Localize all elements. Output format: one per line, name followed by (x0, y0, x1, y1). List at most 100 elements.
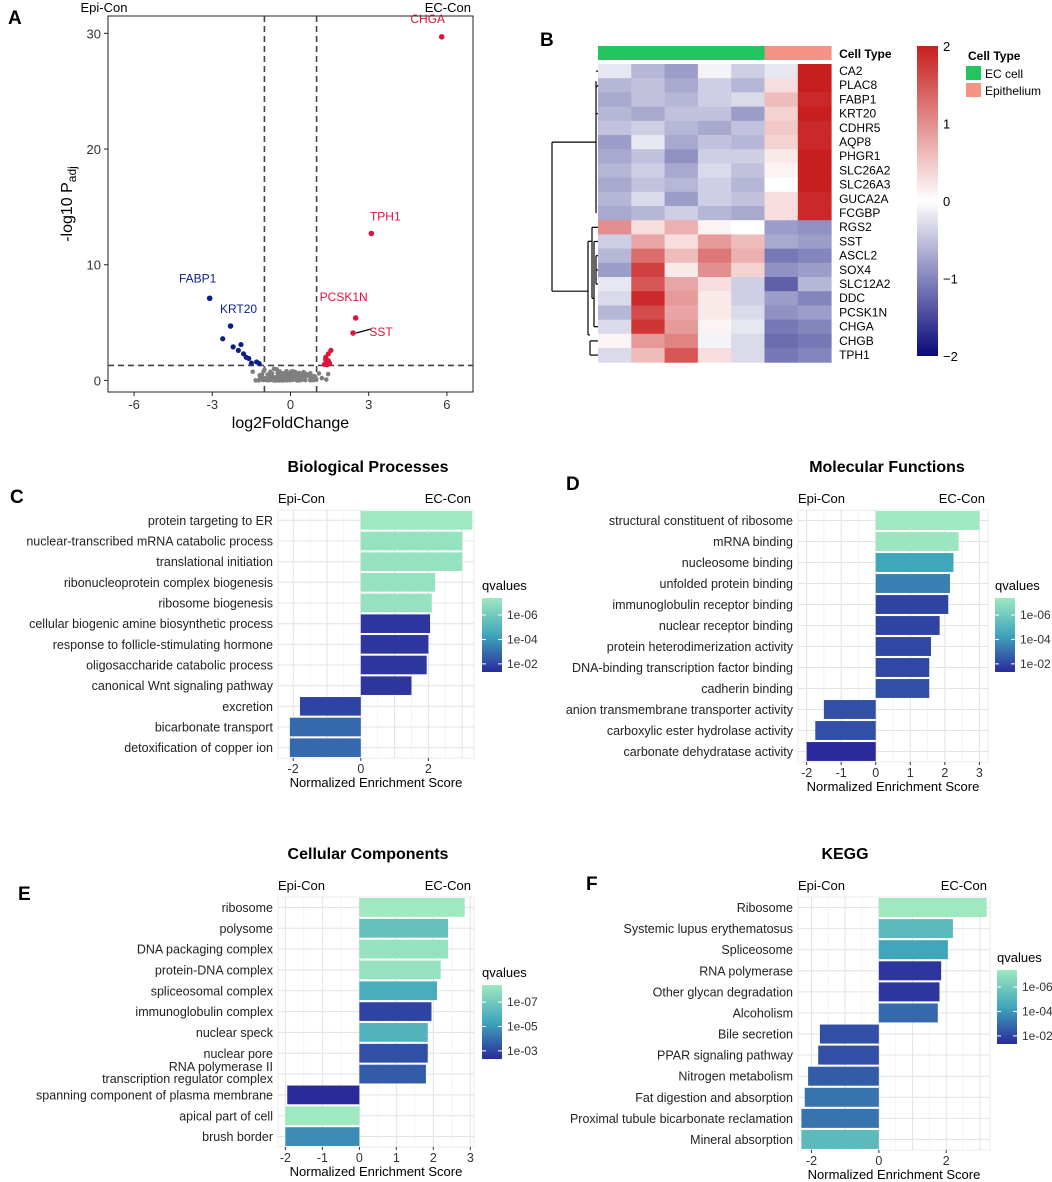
enrichment-bar (823, 700, 876, 719)
heatmap-cell (797, 348, 832, 363)
heatmap-cell (797, 135, 832, 150)
panel-label-f: F (586, 874, 598, 895)
legend-tick-label: 1e-02 (1022, 1029, 1052, 1043)
row-label: DDC (839, 291, 865, 305)
category-label: excretion (222, 700, 273, 714)
x-tick-label: 1 (907, 766, 914, 780)
plot-frame (107, 15, 474, 393)
heatmap-cell (731, 248, 765, 264)
heatmap-cell (697, 234, 732, 250)
group-label-left: Epi-Con (81, 0, 128, 15)
legend-tick-label: 1e-04 (1020, 632, 1051, 646)
category-label: Bile secretion (718, 1028, 793, 1042)
category-label: Other glycan degradation (653, 985, 793, 999)
heatmap-cell (697, 248, 732, 264)
heatmap-cell (797, 149, 832, 164)
row-label: CHGB (839, 334, 874, 348)
heatmap-cell (731, 120, 765, 136)
category-label: Mineral absorption (690, 1133, 793, 1147)
heatmap-cell (731, 305, 765, 321)
x-axis-label: Normalized Enrichment Score (290, 775, 463, 790)
category-label: RNA polymerase II transcription regulator… (102, 1060, 274, 1086)
enrichment-bar (878, 1003, 938, 1023)
x-tick-label: 0 (287, 397, 294, 412)
heatmap-cell (664, 319, 699, 335)
ns-point (311, 373, 317, 379)
heatmap-cell (598, 348, 632, 363)
down-point (220, 336, 226, 342)
category-label: spliceosomal complex (151, 984, 274, 998)
group-label-left: Epi-Con (798, 878, 845, 893)
legend-swatch-epithelium (966, 83, 981, 97)
heatmap-cell (598, 220, 632, 235)
heatmap-cell (631, 220, 666, 235)
qvalue-gradient-bar (995, 598, 1015, 672)
heatmap-cell (664, 234, 699, 250)
group-label-right: EC-Con (425, 878, 471, 893)
heatmap-cell (631, 262, 666, 278)
row-label: SOX4 (839, 263, 871, 277)
row-label: SLC26A3 (839, 178, 891, 192)
heatmap-cell (664, 120, 699, 136)
plot-background (277, 896, 475, 1148)
legend-tick-label: 1e-05 (507, 1019, 538, 1033)
heatmap-cell (764, 248, 799, 264)
legend-title: Cell Type (968, 49, 1021, 63)
category-label: RNA polymerase (699, 964, 793, 978)
row-label: KRT20 (839, 107, 876, 121)
heatmap-cell (731, 78, 765, 93)
heatmap-cell (764, 163, 799, 179)
category-label: mRNA binding (713, 535, 793, 549)
heatmap-cell (598, 177, 632, 193)
heatmap-cell (631, 92, 666, 108)
category-label: DNA-binding transcription factor binding (572, 661, 793, 675)
heatmap-cell (731, 277, 765, 292)
heatmap-cell (598, 163, 632, 179)
heatmap-cell (764, 106, 799, 122)
category-label: Proximal tubule bicarbonate reclamation (570, 1112, 793, 1126)
ns-point (284, 376, 290, 382)
x-tick-label: -2 (280, 1151, 291, 1165)
heatmap-cell (764, 333, 799, 349)
heatmap-cell (764, 120, 799, 136)
enrichment-bar (878, 898, 987, 918)
heatmap-cell (764, 319, 799, 335)
heatmap-cell (697, 319, 732, 335)
ns-point (282, 373, 288, 378)
heatmap-cell (598, 191, 632, 207)
legend-swatch-ec-cell (966, 66, 981, 80)
heatmap-cell (664, 348, 699, 363)
y-tick-label: 0 (94, 373, 101, 388)
labeled-point-fabp1 (206, 295, 213, 302)
heatmap-cell (764, 149, 799, 164)
chart-title: Molecular Functions (809, 459, 965, 476)
heatmap-cell (797, 64, 832, 79)
volcano-plot: Epi-Con EC-Con -6 -3 0 3 6 0 10 20 30 log2FoldChang… (59, 0, 474, 432)
labeled-point-krt20 (227, 323, 234, 329)
heatmap-cell (797, 333, 832, 349)
down-point (235, 347, 241, 353)
category-label: Fat digestion and absorption (635, 1091, 793, 1105)
category-label-line: RNA polymerase II (169, 1060, 273, 1074)
heatmap-cell (664, 64, 699, 79)
heatmap-cell (598, 120, 632, 136)
category-label: anion transmembrane transporter activity (566, 703, 794, 717)
enrichment-bar (878, 940, 948, 960)
category-label: unfolded protein binding (660, 577, 793, 591)
heatmap-cell (731, 291, 765, 306)
enrichment-bar (801, 1129, 879, 1149)
up-point (325, 351, 331, 357)
down-point (238, 341, 244, 348)
labeled-point-pcsk1n (352, 315, 359, 321)
enrichment-bar (360, 593, 432, 613)
category-label: Ribosome (737, 901, 793, 915)
x-tick-label: 0 (872, 766, 879, 780)
heatmap-cell (797, 163, 832, 179)
category-label: cadherin binding (701, 682, 793, 696)
heatmap-cell (764, 262, 799, 278)
annotation-title: Cell Type (839, 47, 892, 61)
heatmap-cell (631, 135, 666, 150)
enrichment-bar (360, 511, 473, 530)
x-tick-label: -3 (207, 397, 219, 412)
x-tick-label: 0 (875, 1154, 882, 1168)
